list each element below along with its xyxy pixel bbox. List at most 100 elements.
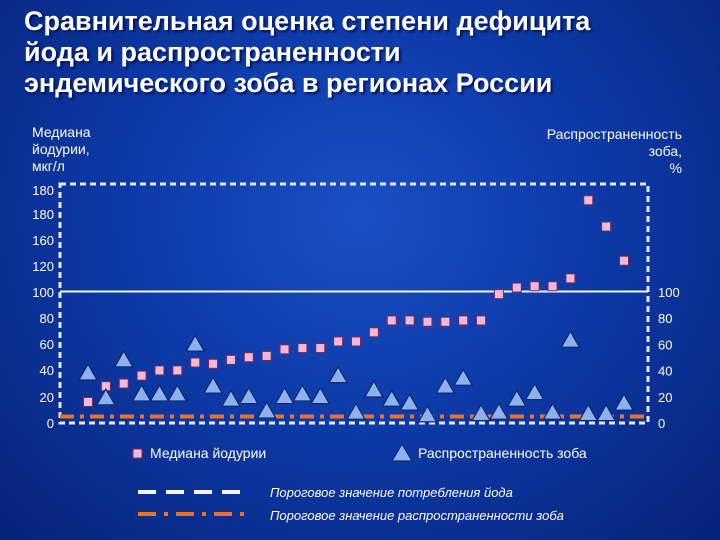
- prevalence-point: [453, 368, 474, 386]
- prevalence-point: [363, 380, 384, 398]
- prevalence-point: [613, 393, 635, 411]
- median-point: [547, 281, 558, 292]
- left-tick-label: 180: [32, 183, 54, 198]
- median-point: [243, 352, 254, 363]
- left-tick-label: 120: [32, 259, 54, 274]
- median-point: [565, 273, 576, 284]
- median-point: [83, 396, 93, 407]
- median-point: [511, 282, 522, 293]
- prevalence-point: [328, 365, 349, 384]
- median-point: [261, 350, 272, 361]
- median-point: [458, 315, 469, 326]
- median-point: [529, 281, 540, 292]
- median-point: [333, 336, 344, 347]
- title-line-3: эндемического зоба в регионах России: [24, 68, 553, 98]
- prevalence-point: [471, 403, 492, 422]
- right-tick-label: 0: [658, 416, 665, 431]
- median-point: [154, 365, 165, 376]
- median-point: [172, 365, 183, 376]
- left-axis-title-line-1: Медиана: [32, 124, 91, 140]
- right-axis-title: Распространенность зоба, %: [547, 126, 682, 177]
- right-tick-label: 60: [658, 337, 672, 352]
- prevalence-point: [95, 387, 116, 406]
- title-line-1: Сравнительная оценка степени дефицита: [24, 6, 591, 36]
- left-tick-label: 100: [32, 285, 54, 300]
- left-tick-label: 80: [40, 311, 54, 326]
- prevalence-point: [578, 403, 599, 422]
- left-tick-label: 40: [40, 363, 54, 378]
- median-point: [440, 316, 451, 327]
- left-axis-title-line-3: мкг/л: [32, 158, 65, 174]
- median-point: [136, 370, 147, 381]
- prevalence-point: [185, 334, 206, 352]
- prevalence-point: [435, 376, 456, 394]
- median-point: [422, 316, 433, 327]
- prevalence-point: [488, 402, 509, 420]
- right-axis-title-line-2: зоба,: [648, 143, 682, 159]
- left-tick-label: 160: [32, 233, 54, 248]
- right-axis-title-line-3: %: [669, 160, 682, 176]
- prevalence-point: [417, 404, 438, 423]
- legend-prevalence-label: Распространенность зоба: [418, 445, 587, 461]
- right-tick-label: 20: [658, 390, 672, 405]
- median-point: [368, 327, 379, 338]
- prevalence-point: [131, 383, 152, 402]
- left-tick-label: 180: [32, 207, 54, 222]
- right-axis-title-line-1: Распространенность: [546, 126, 682, 142]
- median-point: [190, 357, 201, 368]
- median-point: [619, 255, 629, 266]
- left-axis-title-line-2: йодурии,: [32, 141, 90, 157]
- prevalence-point: [596, 403, 617, 422]
- prevalence-point: [149, 383, 170, 402]
- prevalence-point: [506, 389, 527, 407]
- median-point: [297, 343, 308, 354]
- left-tick-label: 60: [40, 337, 54, 352]
- legend-median-label: Медиана йодурии: [150, 445, 267, 461]
- prevalence-point: [167, 383, 188, 402]
- right-tick-label: 80: [658, 311, 672, 326]
- median-point: [583, 195, 594, 206]
- legend-prevalence: Распространенность зоба: [418, 445, 587, 461]
- prevalence-point: [274, 386, 295, 405]
- prevalence-point: [560, 330, 581, 348]
- legend-median: Медиана йодурии: [150, 445, 266, 461]
- legend-prevalence-marker: [390, 442, 414, 462]
- plot-frame: [58, 182, 650, 425]
- slide-title: Сравнительная оценка степени дефицита йо…: [24, 6, 704, 99]
- median-point: [404, 315, 415, 326]
- left-tick-label: 0: [47, 416, 54, 431]
- median-point: [351, 336, 361, 347]
- prevalence-point: [524, 382, 545, 401]
- median-point: [118, 378, 129, 389]
- prevalence-point: [203, 376, 224, 394]
- prevalence-point: [542, 402, 563, 420]
- median-point: [208, 358, 219, 369]
- right-tick-label: 40: [658, 364, 672, 379]
- median-point: [279, 344, 290, 355]
- title-line-2: йода и распространенности: [24, 37, 401, 67]
- median-point: [315, 343, 326, 354]
- prevalence-point: [256, 401, 277, 419]
- prevalence-point: [399, 393, 420, 411]
- prevalence-point: [345, 402, 367, 420]
- right-tick-label: 100: [658, 285, 680, 300]
- left-tick-label: 20: [40, 390, 54, 405]
- median-point: [225, 354, 236, 365]
- prevalence-point: [292, 383, 313, 402]
- legend-threshold-goiter-label: Пороговое значение распространенности зо…: [270, 508, 564, 523]
- median-point: [601, 221, 612, 232]
- prevalence-point: [381, 389, 402, 407]
- legend-median-marker: [132, 448, 143, 459]
- prevalence-point: [77, 363, 99, 381]
- legend-threshold-iodine-label: Пороговое значение потребления йода: [270, 485, 513, 500]
- prevalence-point: [310, 386, 331, 405]
- prevalence-point: [113, 349, 134, 368]
- median-point: [476, 315, 487, 326]
- prevalence-point: [238, 386, 259, 405]
- median-point: [493, 289, 504, 300]
- prevalence-point: [220, 389, 241, 407]
- left-axis-title: Медиана йодурии, мкг/л: [32, 124, 91, 175]
- median-point: [386, 315, 397, 326]
